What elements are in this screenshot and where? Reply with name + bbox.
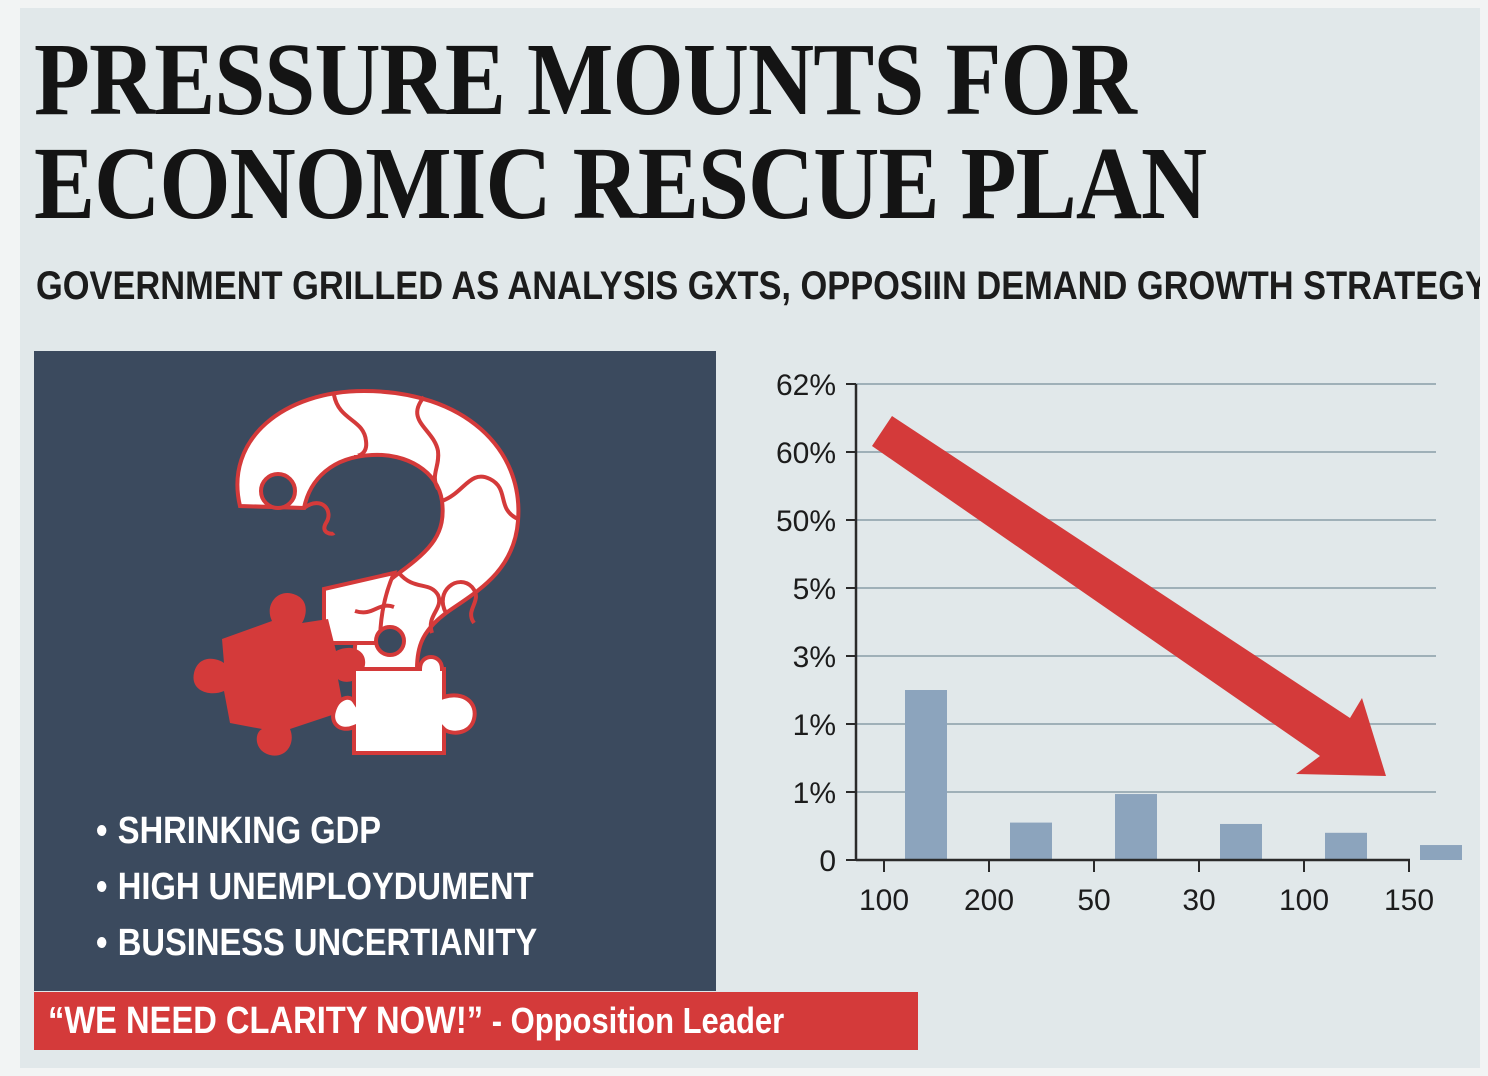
puzzle-question-mark-icon xyxy=(193,388,521,756)
x-tick-label: 30 xyxy=(1182,884,1215,917)
trend-arrow-shape xyxy=(872,416,1386,776)
bar xyxy=(1220,823,1262,860)
poster: PRESSURE MOUNTS FOR ECONOMIC RESCUE PLAN… xyxy=(20,8,1480,1068)
question-mark-body xyxy=(235,388,521,671)
bar xyxy=(1115,794,1157,860)
quote-banner: “WE NEED CLARITY NOW!” - Opposition Lead… xyxy=(34,992,918,1050)
y-tick-label: 3% xyxy=(793,641,836,674)
white-puzzle-piece xyxy=(331,655,477,755)
y-tick-label: 60% xyxy=(776,437,836,470)
x-tick-label: 150 xyxy=(1384,884,1434,917)
headline-line-1: PRESSURE MOUNTS FOR xyxy=(34,22,1137,137)
bar xyxy=(905,690,947,860)
bar xyxy=(1010,822,1052,860)
puzzle-seams xyxy=(302,394,519,634)
headline: PRESSURE MOUNTS FOR ECONOMIC RESCUE PLAN xyxy=(34,22,1207,241)
bullet-item: SHRINKING GDP xyxy=(96,803,537,859)
bar xyxy=(1325,832,1367,860)
headline-line-2: ECONOMIC RESCUE PLAN xyxy=(34,126,1207,241)
y-tick-label: 1% xyxy=(793,777,836,810)
y-tick-label: 5% xyxy=(793,573,836,606)
axes xyxy=(846,383,1410,872)
y-tick-label: 62% xyxy=(776,369,836,402)
bars xyxy=(905,690,1462,860)
bar xyxy=(1420,845,1462,860)
illustration-panel: SHRINKING GDP HIGH UNEMPLOYDUMENT BUSINE… xyxy=(34,351,716,991)
bullet-list: SHRINKING GDP HIGH UNEMPLOYDUMENT BUSINE… xyxy=(96,803,537,971)
quote-text: “WE NEED CLARITY NOW!” xyxy=(48,999,484,1042)
red-puzzle-piece xyxy=(193,593,366,756)
y-tick-label: 1% xyxy=(793,709,836,742)
x-tick-label: 100 xyxy=(1279,884,1329,917)
x-tick-label: 200 xyxy=(964,884,1014,917)
x-tick-labels: 100 200 50 30 100 150 xyxy=(859,884,1434,917)
subheadline: GOVERNMENT GRILLED AS ANALYSIS GXTS, OPP… xyxy=(36,264,1480,308)
puzzle-knobs xyxy=(259,472,406,657)
x-tick-label: 50 xyxy=(1077,884,1110,917)
trend-arrow xyxy=(872,416,1386,776)
y-tick-label: 0 xyxy=(819,845,836,878)
y-tick-label: 50% xyxy=(776,505,836,538)
bar-chart: 0 1% 1% 3% 5% 50% 60% 62% 100 200 50 30 100 150 xyxy=(776,369,1462,917)
bullet-item: BUSINESS UNCERTIANITY xyxy=(96,915,537,971)
x-tick-label: 100 xyxy=(859,884,909,917)
bullet-item: HIGH UNEMPLOYDUMENT xyxy=(96,859,537,915)
y-tick-labels: 0 1% 1% 3% 5% 50% 60% 62% xyxy=(776,369,836,878)
quote-source: - Opposition Leader xyxy=(483,999,785,1041)
